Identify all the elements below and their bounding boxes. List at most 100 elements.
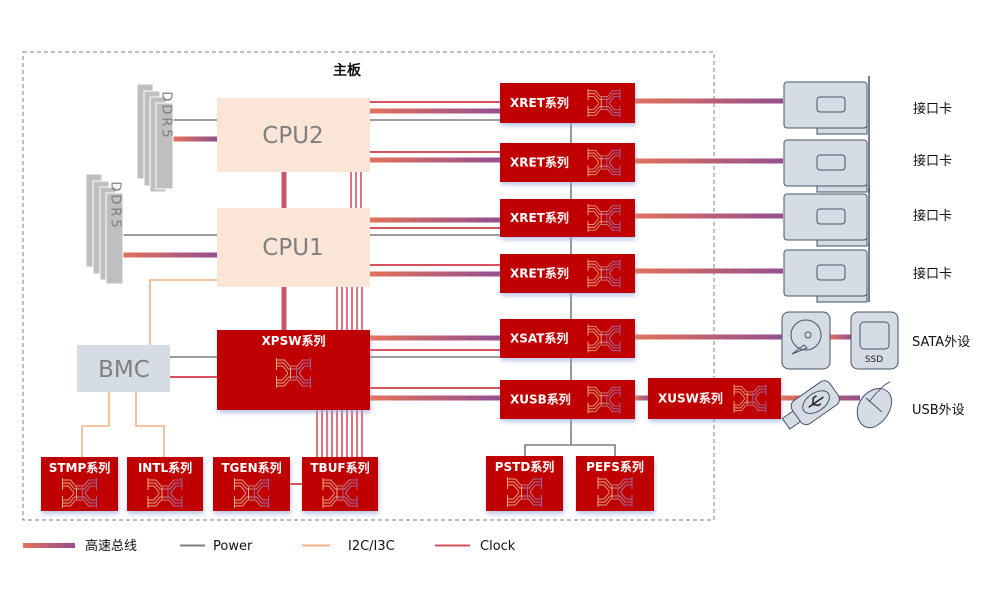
high-speed-bus-line [370,108,500,114]
high-speed-bus-line [635,213,783,219]
ssd-icon [850,311,899,370]
ssd-label: SSD [865,355,883,365]
high-speed-bus-line [370,217,500,223]
ddr-stack-cpu2: DDR5 [136,83,174,193]
intl-chip[interactable]: INTL系列 [127,457,203,511]
ssd-device[interactable]: SSD [850,311,899,370]
high-speed-bus-line [123,252,217,258]
high-speed-bus-line [370,271,500,277]
i2c-line [135,392,165,457]
high-speed-bus-line [370,335,500,341]
bmc[interactable]: BMC [77,345,170,392]
usb-symbol-icon [808,395,824,408]
xsat-chip[interactable]: XSAT系列 [500,319,635,358]
tgen-chip-body [213,457,290,511]
xpsw-chip-label: XPSW系列 [262,333,326,348]
cpu1-label: CPU1 [262,235,323,261]
high-speed-bus-line [370,157,500,163]
high-speed-bus-line [635,98,783,104]
bmc-label: BMC [98,357,150,383]
xret-chip[interactable]: XRET系列 [500,199,635,237]
xusb-chip[interactable]: XUSB系列 [500,380,635,419]
xusb-chip-label: XUSB系列 [510,392,571,407]
xret-chip[interactable]: XRET系列 [500,143,635,182]
xret-chip[interactable]: XRET系列 [500,254,635,293]
high-speed-bus-line [830,334,851,340]
xsat-chip-label: XSAT系列 [510,331,568,346]
xusw-chip-label: XUSW系列 [658,391,723,406]
pstd-chip-body [486,456,563,511]
xret-chip-body [500,199,635,237]
interface-card[interactable]: 接口卡 [783,134,952,193]
cpu2[interactable]: CPU2 [217,98,370,172]
interface-card[interactable]: 接口卡 [783,188,952,247]
xret-chip[interactable]: XRET系列 [500,83,635,123]
tbuf-chip-body [302,457,378,511]
legend-label: Power [213,539,253,554]
interface-card-label: 接口卡 [913,101,952,117]
interface-card-label: 接口卡 [913,266,952,282]
intl-chip-label: INTL系列 [138,460,192,475]
interface-card-label: 接口卡 [913,208,952,224]
tbuf-chip-label: TBUF系列 [310,460,369,475]
sata-label: SATA外设 [912,335,970,350]
pefs-chip[interactable]: PEFS系列 [576,456,654,511]
tbuf-chip[interactable]: TBUF系列 [302,457,378,511]
i2c-line [81,392,110,457]
interface-card-label: 接口卡 [913,153,952,169]
legend-label: Clock [480,539,516,554]
ddr-stack-cpu1: DDR5 [85,173,124,285]
mainboard-border [22,51,715,521]
xret-chip-label: XRET系列 [510,210,569,225]
tgen-chip[interactable]: TGEN系列 [213,457,290,511]
hard-disk-icon [781,311,831,370]
xret-chip-body [500,143,635,182]
xret-chip-label: XRET系列 [510,155,569,170]
ddr-label: DDR5 [108,181,123,230]
power-line [524,444,616,456]
xusb-chip-body [500,380,635,419]
i2c-line [149,279,217,345]
usb-drive[interactable] [778,378,842,435]
high-speed-bus-line [281,287,287,330]
tgen-chip-label: TGEN系列 [221,460,281,475]
stmp-chip-body [41,457,118,511]
interface-card[interactable]: 接口卡 [783,244,952,303]
stmp-chip-label: STMP系列 [49,460,111,475]
mouse-device[interactable] [856,381,892,429]
xret-chip-label: XRET系列 [510,266,569,281]
high-speed-bus-line [370,395,500,401]
high-speed-bus-line [635,268,783,274]
ddr-label: DDR5 [159,91,174,140]
xret-chip-label: XRET系列 [510,95,569,110]
usb-label: USB外设 [912,403,965,418]
high-speed-bus-line [635,334,782,340]
connections [81,98,860,485]
xret-chip-body [500,83,635,123]
stmp-chip[interactable]: STMP系列 [41,457,118,511]
pstd-chip-label: PSTD系列 [495,459,555,474]
pstd-chip[interactable]: PSTD系列 [486,456,563,511]
legend-label: I2C/I3C [348,539,395,554]
interface-card[interactable]: 接口卡 [783,76,952,135]
hdd-device[interactable] [781,311,831,370]
intl-chip-body [127,457,203,511]
high-speed-bus-line [173,136,217,142]
pefs-chip-label: PEFS系列 [586,459,644,474]
board-title: 主板 [333,62,362,79]
legend: 高速总线 Power I2C/I3C Clock [23,538,516,554]
pefs-chip-body [576,456,654,511]
xpsw-chip[interactable]: XPSW系列 [217,330,370,410]
mouse-icon [856,388,892,429]
legend-label: 高速总线 [85,538,137,554]
xusw-chip-body [648,378,781,419]
xpsw-chip-body [217,330,370,410]
xusw-chip[interactable]: XUSW系列 [648,378,781,419]
cpu1[interactable]: CPU1 [217,208,370,287]
legend-swatch-high-speed-bus [23,543,75,548]
high-speed-bus-line [635,395,648,401]
high-speed-bus-line [281,172,287,208]
xsat-chip-body [500,319,635,358]
xret-chip-body [500,254,635,293]
